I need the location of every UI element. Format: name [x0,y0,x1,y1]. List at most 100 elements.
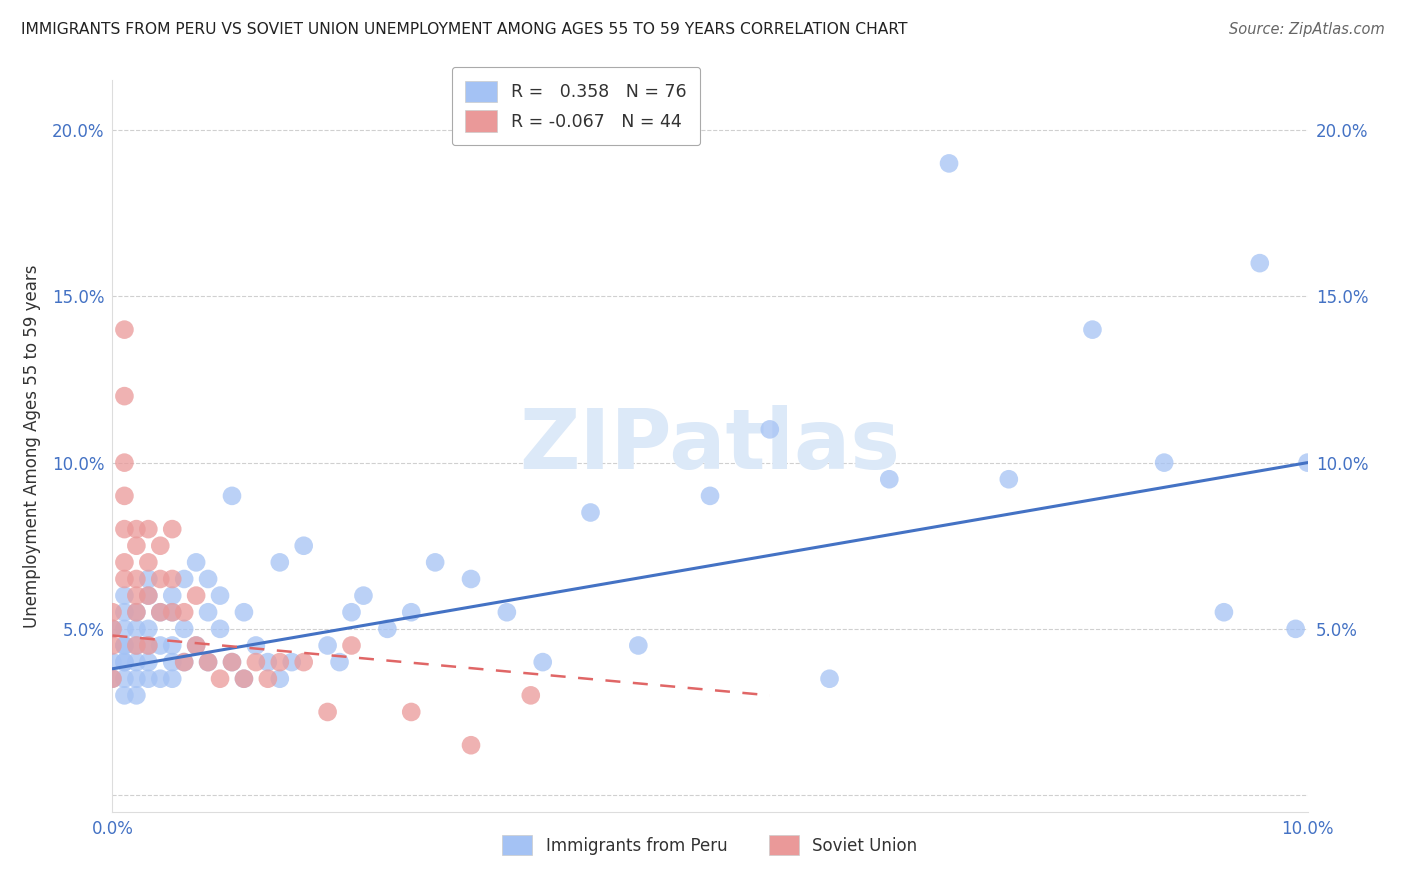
Point [329,655,352,669]
Point [101,672,124,686]
Point [114,605,135,619]
Point [138,589,160,603]
Point [162,522,183,536]
Point [114,622,135,636]
Point [1249,256,1271,270]
Point [269,672,291,686]
Point [101,605,124,619]
Point [101,639,124,653]
Point [162,605,183,619]
Point [316,705,339,719]
Legend: Immigrants from Peru, Soviet Union: Immigrants from Peru, Soviet Union [496,829,924,862]
Point [138,572,160,586]
Point [114,655,135,669]
Point [269,555,291,569]
Point [759,422,782,436]
Point [138,655,160,669]
Point [114,522,135,536]
Point [233,672,256,686]
Point [125,605,148,619]
Point [114,572,135,586]
Point [245,655,267,669]
Point [125,639,148,653]
Point [233,672,256,686]
Point [245,639,267,653]
Text: Source: ZipAtlas.com: Source: ZipAtlas.com [1229,22,1385,37]
Point [197,655,219,669]
Point [114,489,135,503]
Text: IMMIGRANTS FROM PERU VS SOVIET UNION UNEMPLOYMENT AMONG AGES 55 TO 59 YEARS CORR: IMMIGRANTS FROM PERU VS SOVIET UNION UNE… [21,22,908,37]
Point [377,622,399,636]
Point [125,672,148,686]
Point [879,472,901,486]
Point [173,655,195,669]
Point [125,689,148,703]
Point [125,572,148,586]
Point [114,689,135,703]
Text: ZIPatlas: ZIPatlas [520,406,900,486]
Point [125,589,148,603]
Point [114,672,135,686]
Point [173,605,195,619]
Point [401,605,423,619]
Point [162,672,183,686]
Point [1296,456,1319,470]
Point [138,672,160,686]
Point [114,639,135,653]
Point [173,572,195,586]
Point [149,572,172,586]
Point [460,572,482,586]
Point [149,672,172,686]
Point [138,639,160,653]
Point [257,655,280,669]
Y-axis label: Unemployment Among Ages 55 to 59 years: Unemployment Among Ages 55 to 59 years [22,264,41,628]
Point [114,389,135,403]
Point [125,522,148,536]
Point [125,539,148,553]
Point [938,156,960,170]
Point [292,539,315,553]
Point [149,639,172,653]
Point [186,639,208,653]
Point [221,489,243,503]
Point [316,639,339,653]
Point [125,605,148,619]
Point [699,489,721,503]
Point [257,672,280,686]
Point [269,655,291,669]
Point [101,672,124,686]
Point [1081,323,1104,337]
Point [138,522,160,536]
Point [209,672,232,686]
Point [1213,605,1236,619]
Point [1153,456,1175,470]
Point [186,589,208,603]
Point [162,605,183,619]
Point [101,622,124,636]
Point [138,639,160,653]
Point [401,705,423,719]
Point [114,589,135,603]
Point [162,639,183,653]
Point [209,622,232,636]
Point [138,589,160,603]
Point [162,655,183,669]
Point [114,639,135,653]
Point [496,605,519,619]
Point [281,655,304,669]
Point [162,589,183,603]
Point [221,655,243,669]
Point [209,589,232,603]
Point [1285,622,1308,636]
Point [114,456,135,470]
Point [292,655,315,669]
Point [340,639,363,653]
Point [162,572,183,586]
Point [998,472,1021,486]
Point [186,639,208,653]
Point [173,622,195,636]
Point [101,655,124,669]
Point [149,605,172,619]
Point [114,655,135,669]
Point [125,622,148,636]
